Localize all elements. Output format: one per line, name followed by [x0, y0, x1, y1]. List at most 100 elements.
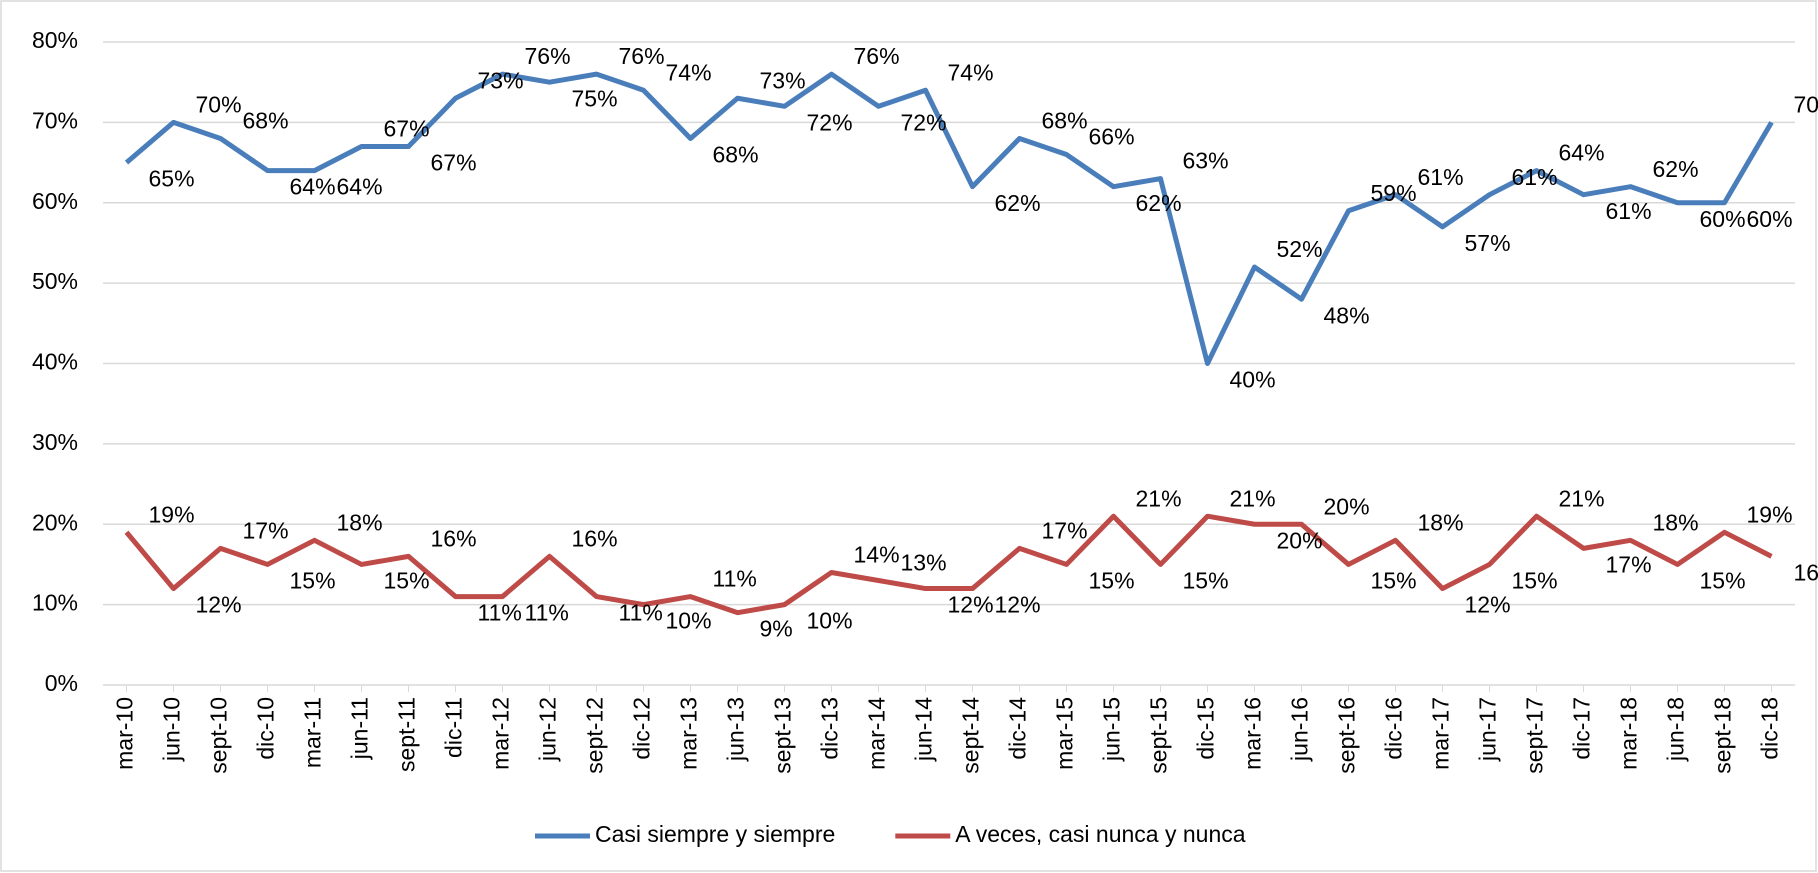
y-tick-label: 30%: [32, 429, 78, 455]
data-label: 19%: [149, 501, 195, 527]
x-tick-label: dic-14: [1005, 697, 1031, 760]
x-tick-label: mar-17: [1428, 697, 1454, 770]
data-label: 20%: [1324, 493, 1370, 519]
x-tick-label: dic-10: [253, 697, 279, 760]
x-tick-label: jun-13: [723, 697, 749, 762]
x-tick-label: jun-16: [1287, 697, 1313, 762]
x-tick-label: dic-16: [1381, 697, 1407, 760]
data-label: 68%: [1042, 108, 1088, 134]
data-label: 11%: [619, 600, 663, 626]
x-tick-label: dic-13: [817, 697, 843, 760]
data-label: 67%: [431, 150, 477, 176]
data-label: 17%: [1606, 551, 1652, 577]
data-label: 70%: [196, 91, 242, 117]
data-label: 59%: [1371, 180, 1417, 206]
data-label: 64%: [337, 174, 383, 200]
x-tick-label: jun-17: [1475, 697, 1501, 762]
x-tick-label: sept-13: [770, 697, 796, 774]
x-tick-label: dic-17: [1569, 697, 1595, 760]
data-label: 67%: [384, 116, 430, 142]
x-tick-label: mar-12: [488, 697, 514, 770]
data-label: 16%: [431, 525, 477, 551]
x-tick-label: sept-11: [394, 697, 420, 772]
y-tick-label: 60%: [32, 188, 78, 214]
data-label: 21%: [1559, 485, 1605, 511]
x-tick-label: sept-17: [1522, 697, 1548, 774]
data-label: 9%: [760, 616, 793, 642]
data-label: 73%: [760, 67, 806, 93]
data-label: 74%: [948, 59, 994, 85]
x-tick-label: sept-18: [1710, 697, 1736, 774]
y-tick-label: 70%: [32, 107, 78, 133]
x-tick-label: jun-10: [159, 697, 185, 762]
x-tick-label: mar-18: [1616, 697, 1642, 770]
data-label: 21%: [1230, 485, 1276, 511]
x-tick-label: mar-16: [1240, 697, 1266, 770]
data-label: 11%: [713, 566, 757, 592]
x-tick-label: mar-15: [1052, 697, 1078, 770]
data-label: 76%: [525, 43, 571, 69]
data-label: 60%: [1747, 206, 1793, 232]
data-label: 52%: [1277, 236, 1323, 262]
data-label: 12%: [995, 592, 1041, 618]
data-label: 12%: [1465, 592, 1511, 618]
data-label: 60%: [1700, 206, 1746, 232]
x-tick-label: dic-15: [1193, 697, 1219, 760]
data-label: 19%: [1747, 501, 1793, 527]
data-label: 62%: [995, 190, 1041, 216]
data-label: 17%: [1042, 517, 1088, 543]
x-tick-label: sept-12: [582, 697, 608, 774]
legend-label: Casi siempre y siempre: [595, 821, 835, 847]
data-label: 18%: [1418, 509, 1464, 535]
data-label: 18%: [1653, 509, 1699, 535]
data-label: 64%: [1559, 140, 1605, 166]
y-tick-label: 20%: [32, 509, 78, 535]
data-label: 16%: [572, 525, 618, 551]
data-label: 16%: [1794, 559, 1818, 585]
y-tick-label: 80%: [32, 27, 78, 53]
y-tick-label: 50%: [32, 268, 78, 294]
x-tick-label: sept-16: [1334, 697, 1360, 774]
data-label: 48%: [1324, 302, 1370, 328]
x-tick-label: sept-14: [958, 697, 984, 774]
data-label: 40%: [1230, 367, 1276, 393]
data-label: 10%: [807, 608, 853, 634]
x-tick-label: sept-15: [1146, 697, 1172, 774]
data-label: 15%: [1700, 568, 1746, 594]
data-label: 11%: [525, 600, 569, 626]
data-label: 74%: [666, 59, 712, 85]
data-label: 15%: [1089, 568, 1135, 594]
data-label: 18%: [337, 509, 383, 535]
data-label: 64%: [290, 174, 336, 200]
y-tick-label: 10%: [32, 590, 78, 616]
data-label: 15%: [1512, 568, 1558, 594]
data-label: 20%: [1277, 527, 1323, 553]
data-label: 68%: [243, 108, 289, 134]
data-label: 21%: [1136, 485, 1182, 511]
data-label: 57%: [1465, 230, 1511, 256]
x-tick-label: mar-11: [300, 697, 326, 768]
x-tick-label: jun-11: [347, 697, 373, 760]
x-tick-label: dic-18: [1757, 697, 1783, 760]
x-tick-label: mar-10: [112, 697, 138, 770]
data-label: 73%: [478, 67, 524, 93]
data-label: 10%: [666, 608, 712, 634]
data-label: 61%: [1418, 164, 1464, 190]
data-label: 17%: [243, 517, 289, 543]
x-tick-label: sept-10: [206, 697, 232, 774]
data-label: 68%: [713, 142, 759, 168]
data-label: 11%: [478, 600, 522, 626]
data-label: 12%: [196, 592, 242, 618]
data-label: 15%: [384, 568, 430, 594]
y-tick-label: 40%: [32, 349, 78, 375]
data-label: 15%: [1183, 568, 1229, 594]
x-tick-label: jun-15: [1099, 697, 1125, 762]
y-tick-label: 0%: [45, 670, 78, 696]
series-line: [124, 513, 1773, 616]
data-label: 72%: [901, 109, 947, 135]
x-tick-label: jun-18: [1663, 697, 1689, 762]
x-tick-label: dic-12: [629, 697, 655, 760]
data-label: 62%: [1136, 190, 1182, 216]
